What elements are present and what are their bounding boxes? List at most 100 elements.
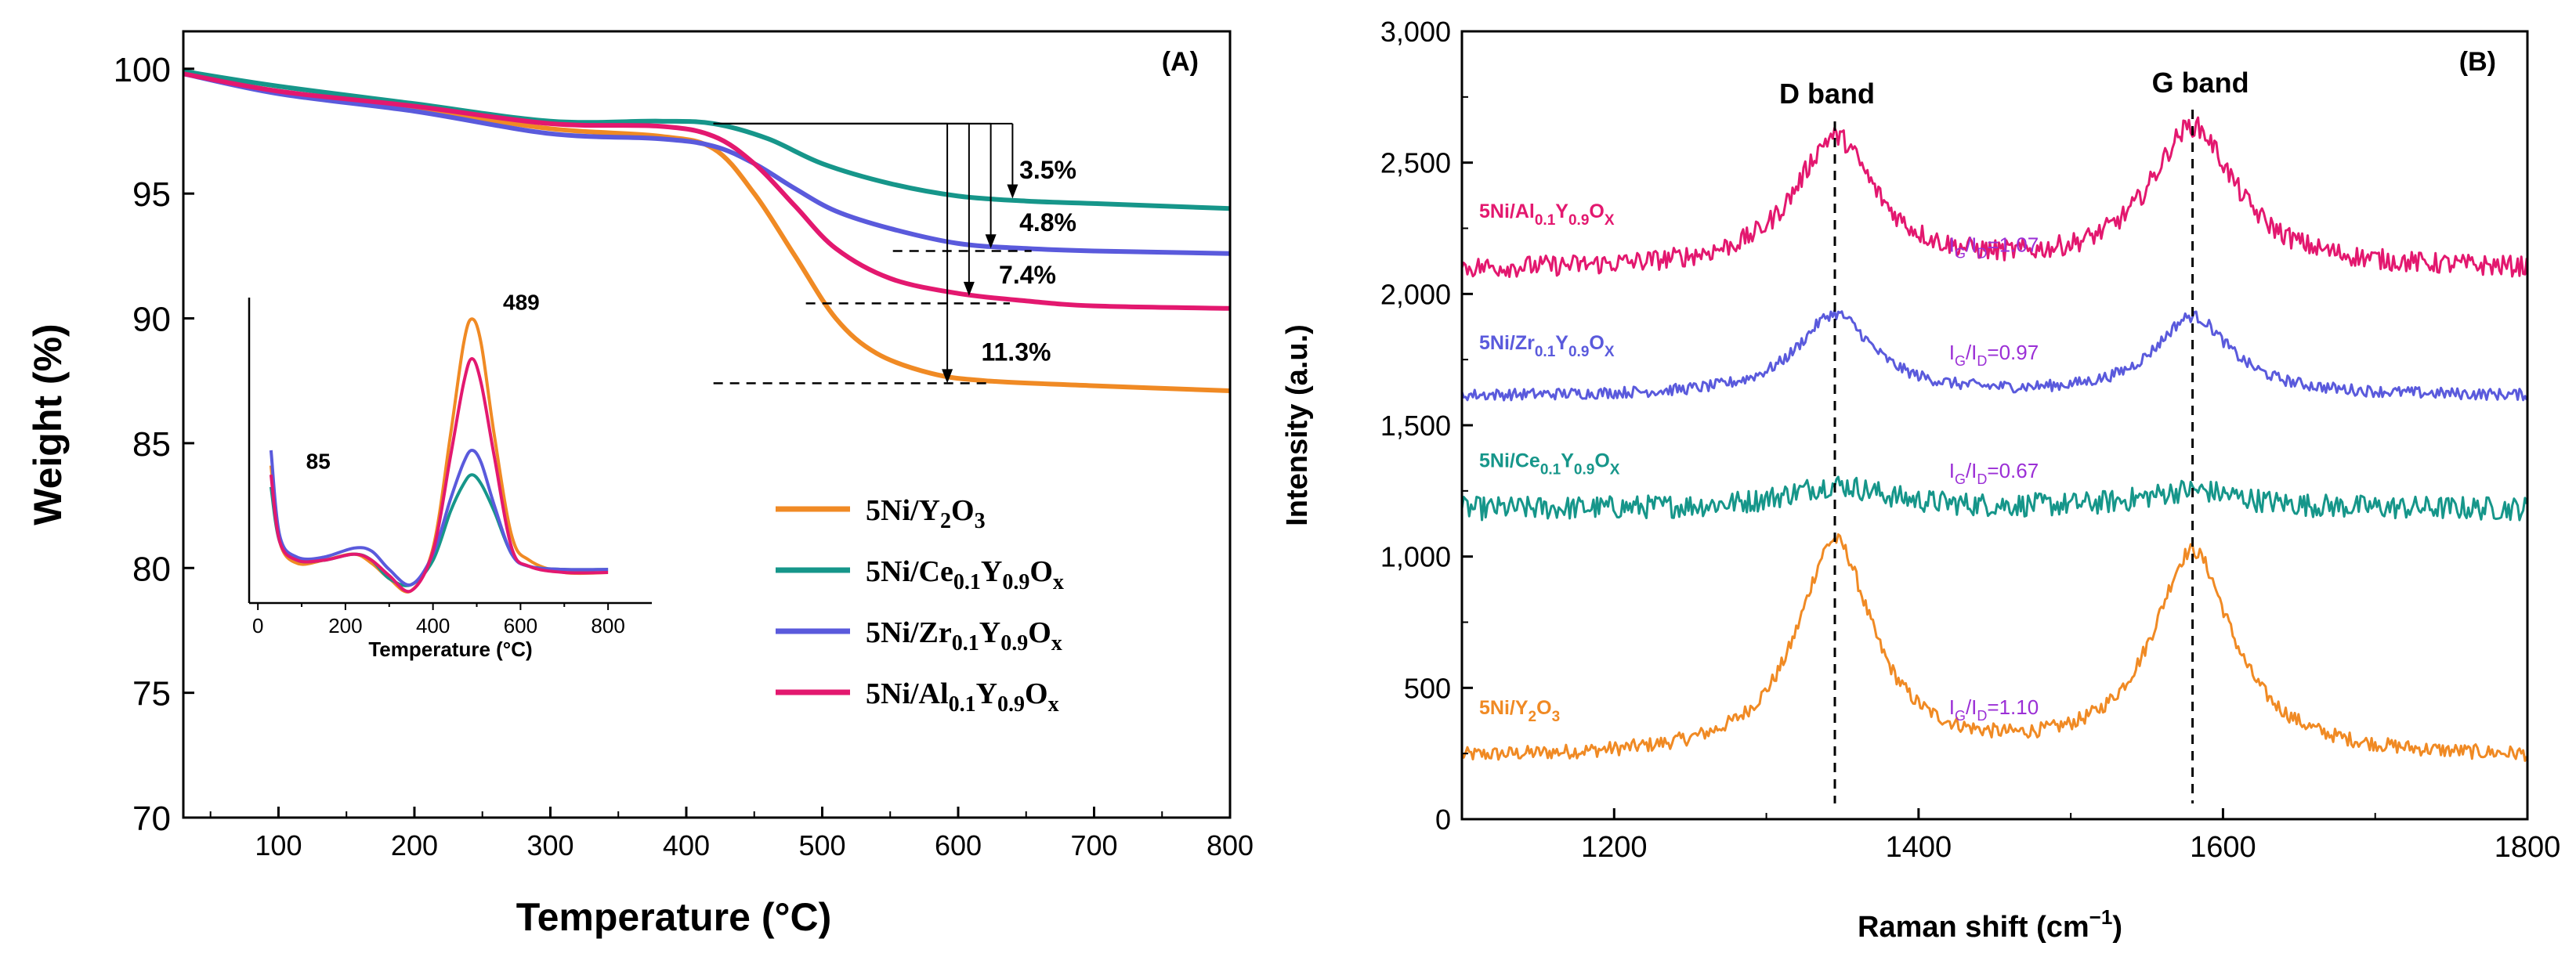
raman-y-tick-label-3000: 3,000 — [1380, 16, 1451, 48]
legend-tail: O — [1025, 677, 1048, 710]
raman-label-sub: 0.9 — [1568, 212, 1589, 229]
legend-mid: Y — [976, 677, 997, 710]
panel-b: 1200 1400 1600 1800 0 500 1,000 1,500 2,000 2,500… — [1281, 16, 2560, 944]
raman-label-sub: 0.1 — [1535, 344, 1556, 360]
raman-line-ce — [1460, 475, 2528, 522]
raman-ratio-al: IG/ID=1.07 — [1949, 233, 2039, 262]
raman-x-tick-label-1400: 1400 — [1886, 831, 1952, 864]
ratio-slash: /I — [1966, 341, 1977, 364]
d-band-label: D band — [1779, 78, 1875, 110]
raman-label-sub: 0.9 — [1568, 344, 1589, 360]
legend-sub: x — [1048, 692, 1059, 717]
ratio-value: =0.97 — [1987, 341, 2039, 364]
weight-loss-annotations: 3.5% 4.8% 7.4% 11.3% — [713, 122, 1076, 385]
ratio-slash: /I — [1966, 695, 1977, 719]
ratio-i: I — [1949, 233, 1955, 257]
weight-loss-label: 3.5% — [1019, 156, 1076, 184]
legend-sub: x — [1053, 570, 1064, 594]
legend-name: 5Ni/Al — [866, 677, 949, 710]
legend-sub: 0.9 — [997, 692, 1025, 717]
legend-mid: O — [951, 494, 975, 527]
panel-b-axes: 1200 1400 1600 1800 0 500 1,000 1,500 2,000 2,500… — [1380, 16, 2560, 864]
raman-y-tick-label-0: 0 — [1435, 804, 1451, 836]
annotation-arrow-head — [985, 234, 997, 249]
raman-label-sub: 0.1 — [1535, 212, 1556, 229]
ratio-sub: G — [1955, 708, 1966, 724]
legend-sub: 0.9 — [1000, 631, 1028, 655]
raman-label-sub: 3 — [1552, 709, 1561, 725]
x-tick-label-300: 300 — [526, 829, 573, 861]
raman-label-mid: Y — [1561, 450, 1574, 472]
raman-line-zr — [1460, 309, 2528, 402]
ratio-sub: D — [1977, 708, 1987, 724]
raman-label-name: 5Ni/Zr — [1479, 332, 1535, 354]
panel-a-legend: 5Ni/Y2O35Ni/Ce0.1Y0.9Ox5Ni/Zr0.1Y0.9Ox5N… — [776, 494, 1064, 717]
inset-x-tick-label-800: 800 — [591, 614, 624, 637]
x-tick-label-700: 700 — [1070, 829, 1117, 861]
ratio-value: =0.67 — [1987, 459, 2039, 482]
legend-name: 5Ni/Y — [866, 494, 940, 527]
ratio-sub: G — [1955, 353, 1966, 369]
raman-label-name: 5Ni/Ce — [1479, 450, 1540, 472]
tga-line-ce — [183, 69, 1231, 211]
annotation-arrow-head — [942, 369, 953, 384]
raman-label-ce: 5Ni/Ce0.1Y0.9OX — [1479, 450, 1620, 479]
legend-sub: 0.1 — [949, 692, 976, 717]
y-tick-label-75: 75 — [132, 675, 171, 713]
raman-x-label-tail: ) — [2112, 911, 2122, 944]
panel-a-axes: 100 200 300 400 500 600 700 800 70 75 80 85 90 95 100 — [114, 51, 1254, 861]
ratio-value: =1.07 — [1987, 233, 2039, 257]
legend-label-y2o3: 5Ni/Y2O3 — [866, 494, 986, 533]
raman-line-al — [1460, 116, 2528, 278]
panel-a-frame — [182, 30, 1232, 819]
inset-x-tick-label-0: 0 — [252, 614, 263, 637]
tga-series-group — [183, 69, 1231, 393]
ratio-sub: D — [1977, 246, 1987, 262]
weight-loss-label: 7.4% — [999, 261, 1056, 289]
legend-sub: 2 — [940, 509, 951, 533]
raman-x-tick-label-1200: 1200 — [1581, 831, 1648, 864]
raman-x-label-sup: −1 — [2089, 905, 2113, 929]
x-tick-label-800: 800 — [1207, 829, 1254, 861]
raman-ratio-y2o3: IG/ID=1.10 — [1949, 695, 2039, 724]
ratio-value: =1.10 — [1987, 695, 2039, 719]
x-tick-label-600: 600 — [935, 829, 982, 861]
raman-label-sub: 2 — [1529, 709, 1537, 725]
inset-x-tick-label-200: 200 — [328, 614, 362, 637]
raman-label-sub: X — [1605, 344, 1615, 360]
ratio-i: I — [1949, 341, 1955, 364]
inset-x-tick-label-600: 600 — [504, 614, 537, 637]
panel-a-label: (A) — [1162, 47, 1199, 77]
raman-y-tick-label-2500: 2,500 — [1380, 147, 1451, 179]
legend-mid: Y — [979, 616, 1000, 649]
x-tick-label-200: 200 — [391, 829, 438, 861]
legend-tail: O — [1028, 616, 1051, 649]
panel-a: 3.5%4.8%7.4%11.3% 100 200 300 400 500 600 700 8… — [26, 30, 1254, 939]
raman-x-label-text: Raman shift (cm — [1858, 911, 2089, 944]
y-tick-label-85: 85 — [132, 425, 171, 464]
annotation-arrow-head — [1007, 184, 1018, 199]
x-tick-label-500: 500 — [798, 829, 845, 861]
raman-label-name: 5Ni/Al — [1479, 200, 1535, 222]
raman-x-tick-label-1600: 1600 — [2190, 831, 2256, 864]
raman-label-sub: X — [1610, 462, 1620, 479]
legend-label-zr: 5Ni/Zr0.1Y0.9Ox — [866, 616, 1062, 655]
legend-sub: 0.1 — [953, 570, 981, 594]
y-tick-label-70: 70 — [132, 800, 171, 838]
raman-label-sub: 0.1 — [1540, 462, 1561, 479]
raman-label-mid: Y — [1555, 200, 1568, 222]
y-tick-label-90: 90 — [132, 301, 171, 339]
panel-a-y-axis-label: Weight (%) — [26, 323, 70, 525]
x-tick-label-400: 400 — [663, 829, 710, 861]
panel-a-x-axis-label: Temperature (°C) — [516, 895, 831, 939]
tga-line-al — [183, 71, 1231, 311]
ratio-sub: G — [1955, 471, 1966, 487]
annotation-arrow-head — [963, 281, 975, 296]
legend-sub: 3 — [975, 509, 986, 533]
raman-label-name: 5Ni/Y — [1479, 697, 1529, 719]
raman-y-tick-label-500: 500 — [1404, 672, 1451, 704]
weight-loss-label: 4.8% — [1019, 208, 1076, 237]
weight-loss-label: 11.3% — [981, 338, 1051, 367]
